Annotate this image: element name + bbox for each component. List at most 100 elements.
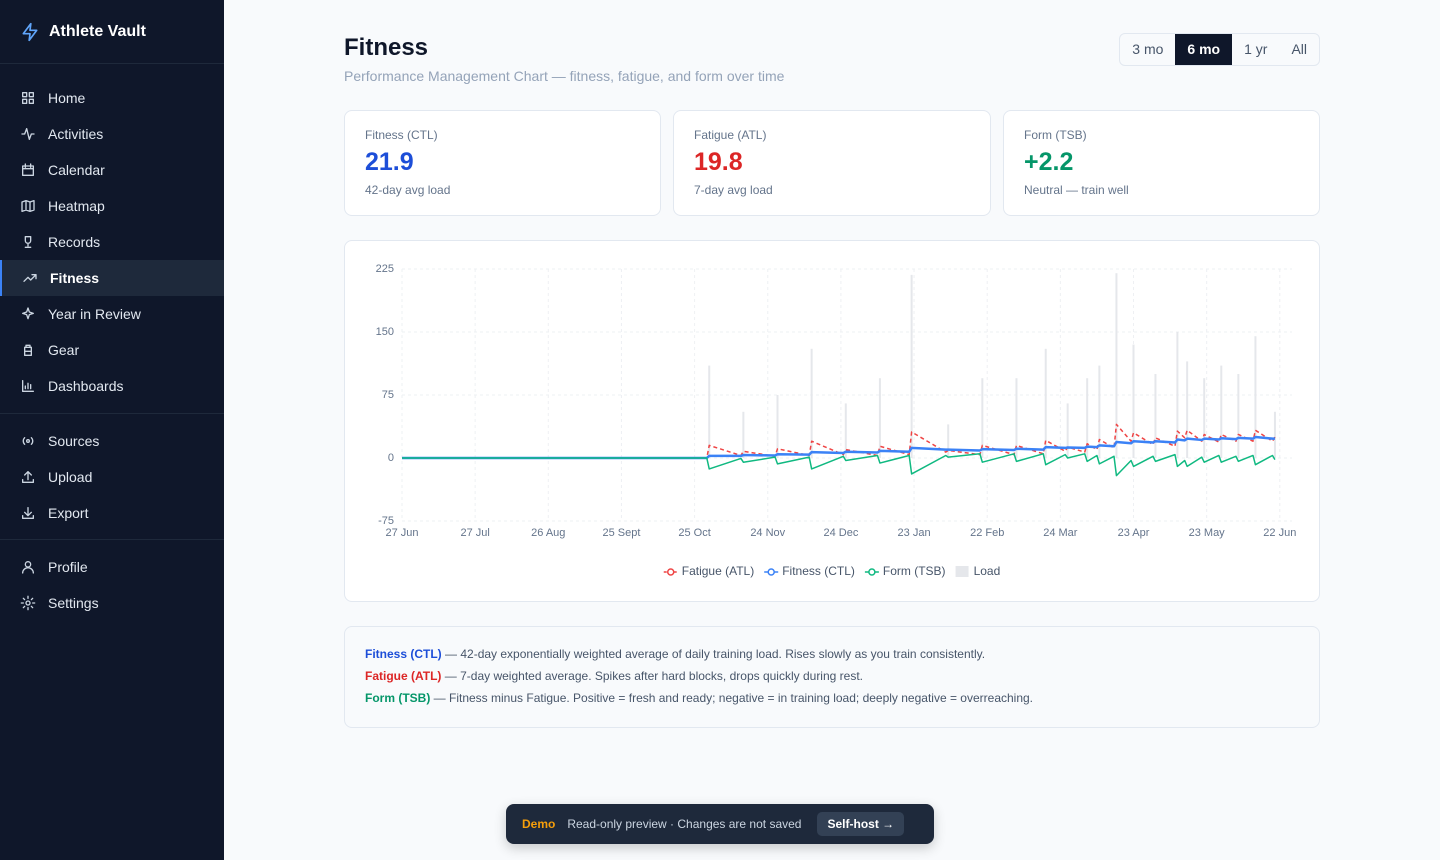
load-bar — [1115, 273, 1118, 458]
range-button[interactable]: 6 mo — [1175, 34, 1233, 65]
legend-label: Fatigue (ATL) — [682, 564, 754, 578]
y-tick-label: 0 — [388, 452, 394, 464]
x-tick-label: 25 Oct — [678, 527, 710, 539]
legend-marker — [666, 568, 675, 576]
nav-label: Fitness — [50, 270, 100, 286]
load-bar — [981, 378, 984, 458]
icon-shape — [22, 507, 34, 519]
load-bar — [878, 378, 881, 458]
nav-item[interactable]: Gear — [0, 332, 224, 368]
y-tick-label: 75 — [382, 389, 394, 401]
nav-icon — [22, 507, 34, 519]
load-bar — [1176, 332, 1179, 458]
nav-icon — [22, 437, 34, 445]
load-bar — [1098, 365, 1101, 458]
nav-icon — [22, 163, 34, 176]
nav-icon — [24, 236, 32, 248]
nav-icon — [23, 274, 37, 282]
legend-swatch — [955, 566, 969, 577]
nav-item[interactable]: Activities — [0, 116, 224, 152]
nav-item[interactable]: Upload — [0, 459, 224, 495]
stat-note: Neutral — train well — [1024, 183, 1129, 197]
x-tick-label: 23 May — [1189, 527, 1226, 539]
nav-item[interactable]: Records — [0, 224, 224, 260]
x-tick-label: 22 Jun — [1263, 527, 1296, 539]
load-bar — [1086, 378, 1089, 458]
load-bar — [1273, 411, 1276, 458]
self-host-button[interactable]: Self-host → — [817, 812, 905, 836]
nav-label: Profile — [48, 559, 88, 575]
icon-shape — [22, 471, 34, 483]
range-button[interactable]: 3 mo — [1132, 41, 1164, 57]
nav-item[interactable]: Fitness — [0, 260, 224, 296]
icon-shape — [22, 380, 34, 392]
nav-group: Profile Settings — [0, 540, 224, 630]
load-bar — [1237, 374, 1240, 458]
stat-value: 21.9 — [365, 148, 414, 176]
nav-item[interactable]: Export — [0, 495, 224, 531]
icon-shape — [22, 307, 34, 320]
brand-icon — [22, 22, 38, 41]
demo-tag: Demo — [522, 817, 556, 831]
nav-item[interactable]: Year in Review — [0, 296, 224, 332]
nav-item[interactable]: Settings — [0, 585, 224, 621]
nav-label: Export — [48, 505, 89, 521]
stat-card: Fatigue (ATL) 19.8 7-day avg load — [673, 110, 991, 216]
nav-label: Dashboards — [48, 378, 124, 394]
series-line — [402, 453, 1276, 477]
x-tick-label: 26 Aug — [531, 527, 565, 539]
nav-icon — [21, 127, 35, 140]
range-button[interactable]: 1 yr — [1244, 41, 1268, 57]
x-tick-label: 24 Mar — [1043, 527, 1078, 539]
chart-card: -75 0 75 150 225 27 Jun 27 Jul 26 Aug 25 Sept 25 … — [344, 240, 1320, 602]
info-term: Fitness (CTL) — [365, 647, 442, 661]
info-line: Fatigue (ATL) — 7-day weighted average. … — [365, 669, 1299, 683]
load-bar — [1044, 348, 1047, 458]
icon-shape — [23, 344, 32, 356]
info-text: — 7-day weighted average. Spikes after h… — [444, 669, 863, 683]
nav-icon — [22, 471, 34, 483]
nav-label: Upload — [48, 469, 93, 485]
nav-label: Records — [48, 234, 101, 250]
load-bar — [776, 395, 779, 458]
nav-icon — [22, 92, 34, 104]
load-bar — [1132, 344, 1135, 458]
load-bar — [1066, 403, 1069, 458]
demo-text: Read-only preview · Changes are not save… — [567, 817, 802, 831]
load-bar — [708, 365, 711, 458]
series-line — [402, 435, 1275, 460]
nav-icon — [22, 307, 34, 320]
x-tick-label: 23 Jan — [898, 527, 931, 539]
y-tick-label: 225 — [376, 263, 394, 275]
load-bar — [742, 411, 745, 458]
nav-icon — [22, 380, 34, 392]
info-text: — Fitness minus Fatigue. Positive = fres… — [433, 691, 1034, 705]
nav-item[interactable]: Calendar — [0, 152, 224, 188]
nav-item[interactable]: Dashboards — [0, 368, 224, 404]
info-text: — 42-day exponentially weighted average … — [445, 647, 986, 661]
nav-item[interactable]: Heatmap — [0, 188, 224, 224]
icon-shape — [21, 127, 35, 140]
nav-item[interactable]: Sources — [0, 423, 224, 459]
stat-card: Fitness (CTL) 21.9 42-day avg load — [344, 110, 661, 216]
load-bar — [1220, 365, 1223, 458]
x-tick-label: 27 Jul — [460, 527, 489, 539]
brand[interactable]: Athlete Vault — [0, 0, 224, 64]
load-bar — [910, 274, 913, 458]
nav-group: Sources Upload Export — [0, 414, 224, 540]
legend-label: Form (TSB) — [883, 564, 946, 578]
range-button[interactable]: All — [1291, 41, 1307, 57]
stat-label: Fatigue (ATL) — [694, 128, 767, 142]
nav-item[interactable]: Home — [0, 80, 224, 116]
page-title: Fitness — [344, 34, 429, 61]
icon-shape — [20, 595, 36, 611]
load-bar — [947, 424, 950, 458]
icon-shape — [22, 163, 34, 176]
info-line: Fitness (CTL) — 42-day exponentially wei… — [365, 647, 1299, 661]
icon-shape — [24, 236, 32, 248]
range-selector: 3 mo 6 mo 1 yr All — [1119, 33, 1320, 66]
legend-marker — [868, 568, 876, 576]
load-bar — [844, 403, 847, 458]
nav-item[interactable]: Profile — [0, 549, 224, 585]
